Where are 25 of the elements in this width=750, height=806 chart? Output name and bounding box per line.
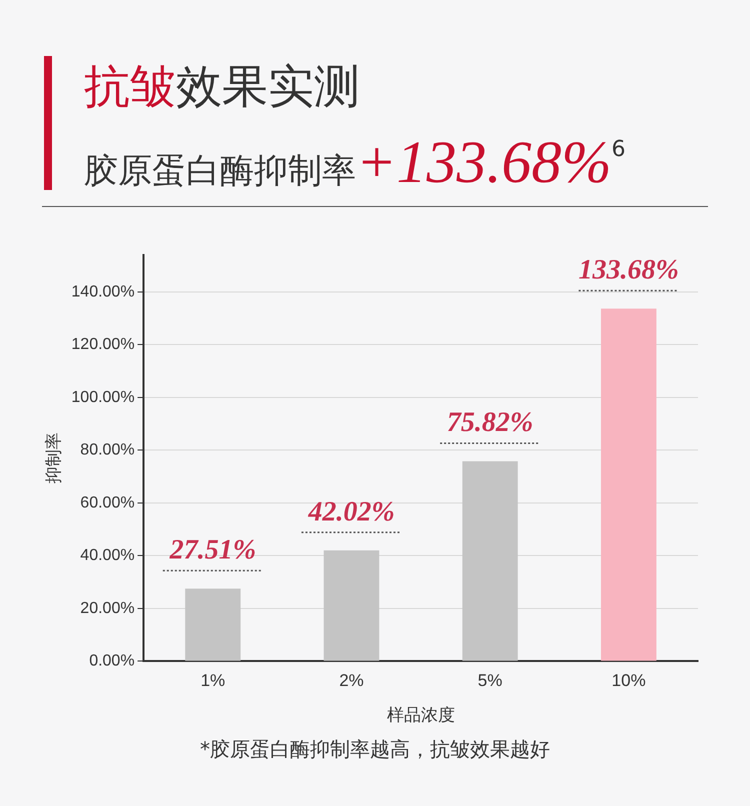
x-tick-label: 10% [612, 671, 646, 690]
y-tick-label: 120.00% [71, 336, 135, 354]
x-tick-label: 5% [478, 671, 502, 690]
data-label: 133.68% [578, 254, 679, 286]
y-axis-title: 抑制率 [44, 432, 63, 484]
y-tick-label: 20.00% [80, 600, 135, 617]
data-label: 27.51% [168, 534, 256, 566]
y-tick-label: 100.00% [71, 388, 135, 406]
chart-title: 抗皱效果实测 [84, 58, 360, 115]
y-tick-label: 80.00% [80, 442, 135, 459]
bar [600, 308, 656, 661]
y-tick-label: 60.00% [80, 494, 135, 512]
bar [185, 588, 241, 661]
y-tick-label: 140.00% [71, 283, 135, 300]
y-tick-label: 0.00% [89, 652, 135, 670]
bar [462, 461, 518, 661]
x-axis-title: 样品浓度 [386, 705, 455, 724]
chart-subtitle: 胶原蛋白酶抑制率+133.68%$^{6}$ [84, 128, 626, 197]
data-label: 75.82% [446, 407, 534, 438]
data-label: 42.02% [307, 496, 395, 528]
text: *胶原蛋白酶抑制率越高，抗皱效果越好 [199, 736, 551, 763]
bar [324, 550, 380, 661]
x-tick-label: 2% [339, 671, 364, 690]
x-tick-label: 1% [200, 671, 226, 690]
y-tick-label: 40.00% [80, 547, 135, 564]
